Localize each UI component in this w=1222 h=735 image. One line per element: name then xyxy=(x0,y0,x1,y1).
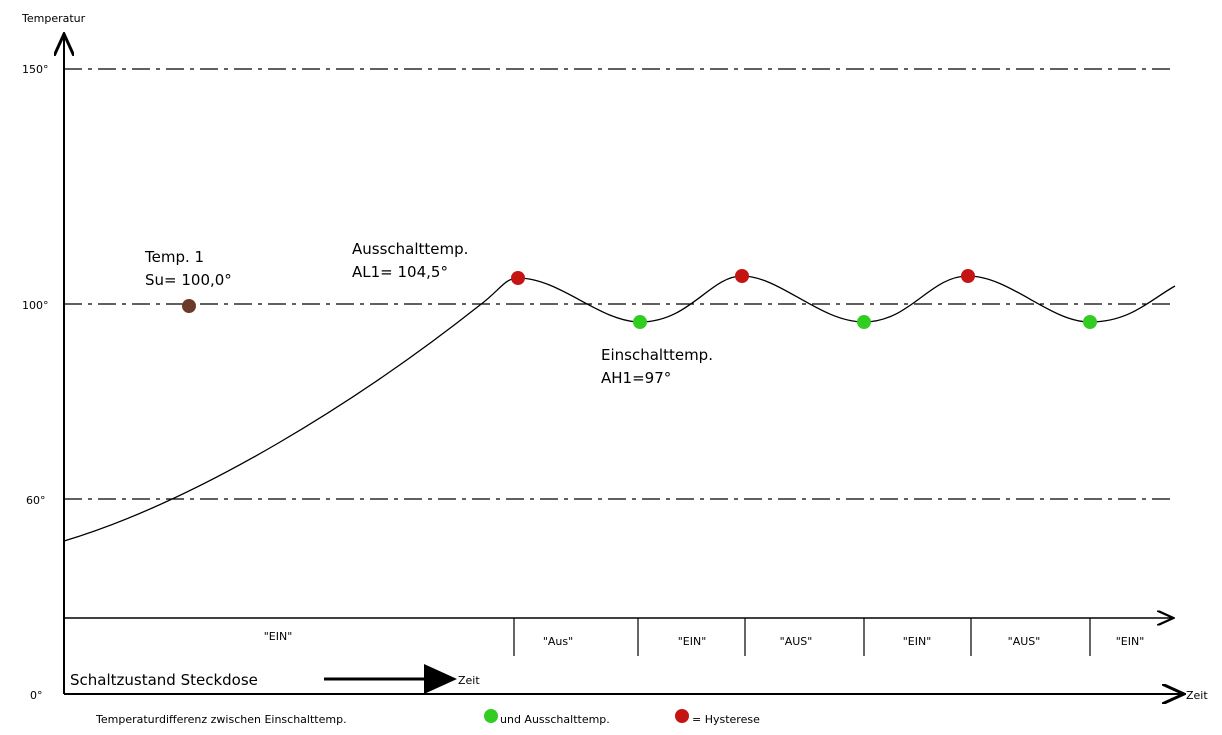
off-temp-label-line2: AL1= 104,5° xyxy=(352,263,448,281)
tick-label-100: 100° xyxy=(22,299,49,312)
off-temp-label-line1: Ausschalttemp. xyxy=(352,240,468,258)
off-temp-dot xyxy=(735,269,749,283)
legend-off-dot xyxy=(675,709,689,723)
time-arrow-label: Zeit xyxy=(458,674,480,687)
temperature-curve xyxy=(64,276,1175,541)
legend-text-2: und Ausschalttemp. xyxy=(500,713,610,726)
tick-label-150: 150° xyxy=(22,63,49,76)
y-axis-title: Temperatur xyxy=(21,12,86,25)
switch-state-label: "EIN" xyxy=(1116,635,1145,648)
on-temp-label-line1: Einschalttemp. xyxy=(601,346,713,364)
switch-state-label: "EIN" xyxy=(903,635,932,648)
tick-label-0: 0° xyxy=(30,689,43,702)
off-temp-dot xyxy=(961,269,975,283)
legend-text-3: = Hysterese xyxy=(692,713,760,726)
legend-text-1: Temperaturdifferenz zwischen Einschaltte… xyxy=(95,713,347,726)
on-temp-dot xyxy=(1083,315,1097,329)
tick-label-60: 60° xyxy=(26,494,46,507)
on-temp-dot xyxy=(857,315,871,329)
switch-state-label: "Aus" xyxy=(543,635,573,648)
on-temp-label-line2: AH1=97° xyxy=(601,369,671,387)
x-axis-title: Zeit xyxy=(1186,689,1208,702)
setpoint-label-line2: Su= 100,0° xyxy=(145,271,232,289)
switch-state-label: "AUS" xyxy=(780,635,813,648)
on-temp-dot xyxy=(633,315,647,329)
setpoint-label-line1: Temp. 1 xyxy=(144,248,204,266)
switch-state-caption: Schaltzustand Steckdose xyxy=(70,671,258,689)
setpoint-dot xyxy=(182,299,196,313)
off-temp-dot xyxy=(511,271,525,285)
switch-state-label: "AUS" xyxy=(1008,635,1041,648)
switch-state-label: "EIN" xyxy=(264,630,293,643)
legend-on-dot xyxy=(484,709,498,723)
switch-state-label: "EIN" xyxy=(678,635,707,648)
